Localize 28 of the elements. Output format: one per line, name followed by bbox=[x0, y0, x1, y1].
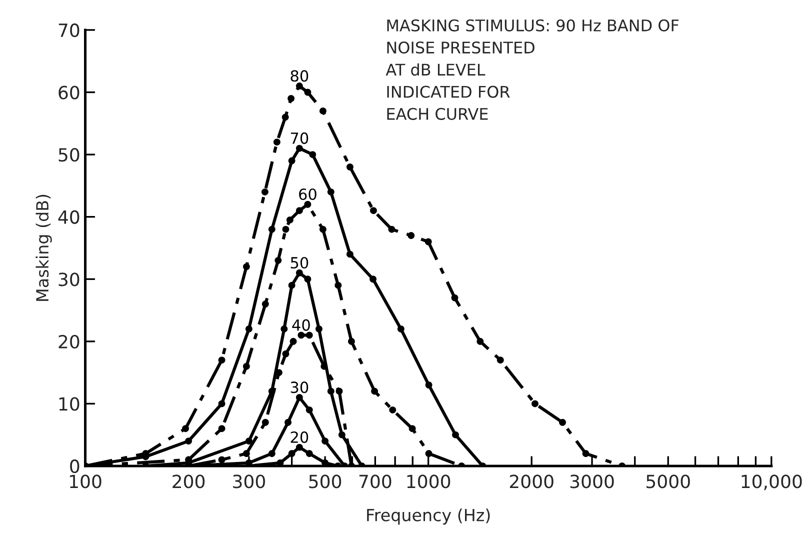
x-tick-label: 3000 bbox=[570, 474, 614, 488]
y-tick-label: 60 bbox=[58, 86, 80, 100]
series-label: 50 bbox=[290, 256, 308, 269]
series-label: 80 bbox=[290, 70, 308, 82]
x-tick-label: 500 bbox=[309, 474, 342, 488]
series-label: 40 bbox=[292, 319, 310, 331]
x-tick-label: 2000 bbox=[510, 474, 554, 488]
y-axis-title: Masking (dB) bbox=[36, 194, 52, 301]
x-tick-label: 100 bbox=[70, 474, 102, 488]
x-tick-label: 1000 bbox=[407, 474, 450, 488]
series-label: 70 bbox=[290, 132, 308, 144]
x-tick-label: 5000 bbox=[646, 474, 690, 488]
x-tick-label: 10,000 bbox=[742, 474, 802, 490]
series-label: 60 bbox=[299, 188, 316, 200]
x-tick-label: 700 bbox=[359, 474, 392, 488]
y-tick-label: 70 bbox=[58, 23, 80, 38]
series-label: 30 bbox=[290, 382, 308, 394]
y-tick-label: 20 bbox=[58, 334, 80, 349]
y-tick-label: 0 bbox=[70, 459, 80, 474]
y-tick-label: 40 bbox=[58, 210, 80, 224]
y-tick-label: 50 bbox=[58, 148, 80, 162]
x-tick-label: 200 bbox=[172, 474, 205, 488]
y-tick-label: 30 bbox=[58, 272, 80, 286]
x-tick-label: 300 bbox=[233, 474, 265, 488]
x-axis-title: Frequency (Hz) bbox=[367, 508, 490, 525]
series-label: 20 bbox=[290, 431, 308, 443]
annotation: MASKING STIMULUS: 90 Hz BAND OF NOISE PRESENTED AT dB LEVEL INDICATED FOR EACH CURVE bbox=[386, 19, 679, 120]
y-tick-label: 10 bbox=[59, 397, 80, 411]
